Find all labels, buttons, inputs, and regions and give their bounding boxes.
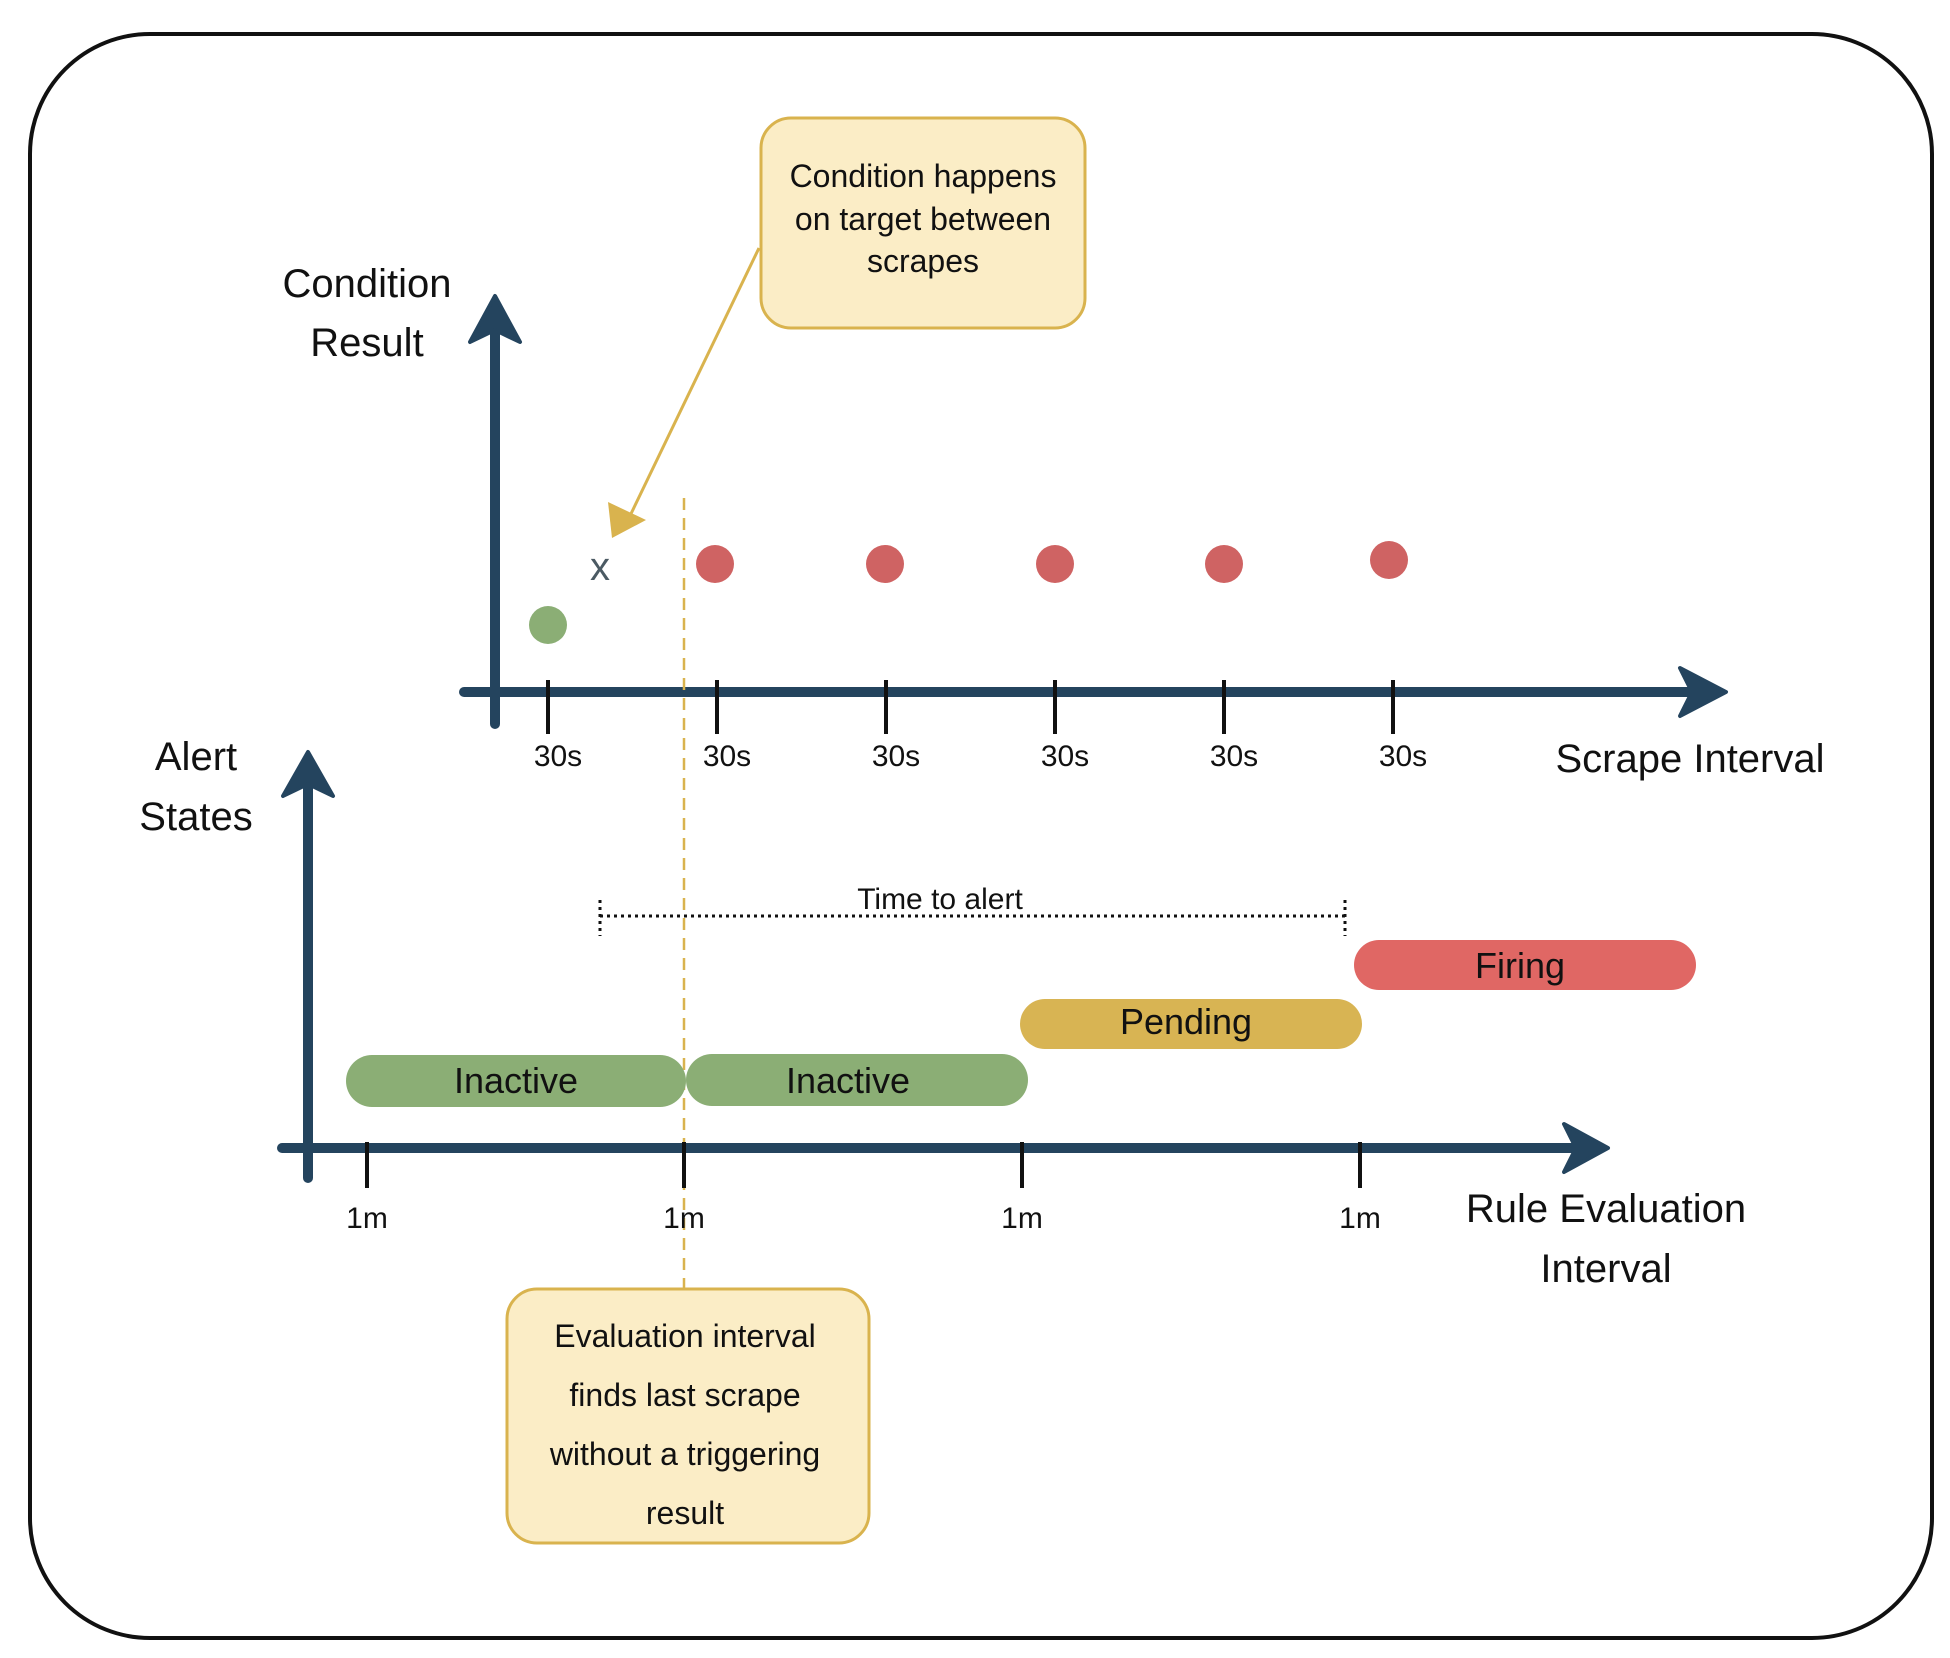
bottom-callout-line-3: without a triggering	[549, 1436, 820, 1472]
bottom-y-axis-arrowhead	[281, 750, 335, 798]
top-y-axis-title-line-1: Condition	[282, 262, 451, 306]
condition-event-marker: x	[590, 545, 610, 589]
top-callout-line-1: Condition happens	[790, 158, 1057, 194]
bottom-tick-label-4: 1m	[1339, 1202, 1381, 1235]
top-tick-label-3: 30s	[872, 740, 920, 773]
bottom-tick-label-1: 1m	[346, 1202, 388, 1235]
state-label-inactive-1: Inactive	[454, 1060, 578, 1101]
time-to-alert-label: Time to alert	[857, 883, 1023, 916]
data-point-failing-5	[1370, 541, 1408, 579]
top-tick-label-4: 30s	[1041, 740, 1089, 773]
outer-frame	[28, 32, 1934, 1640]
bottom-tick-label-2: 1m	[663, 1202, 705, 1235]
callout-pointer-arrow	[626, 247, 761, 521]
top-tick-label-2: 30s	[703, 740, 751, 773]
state-bar-inactive-1	[346, 1055, 686, 1107]
bottom-x-axis-title-line-2: Interval	[1540, 1247, 1671, 1291]
state-bar-pending	[1020, 999, 1362, 1049]
top-y-axis-arrowhead	[468, 294, 522, 344]
top-callout-line-3: scrapes	[867, 243, 979, 279]
state-label-pending: Pending	[1120, 1001, 1252, 1042]
bottom-callout-line-2: finds last scrape	[569, 1377, 800, 1413]
bottom-callout-line-1: Evaluation interval	[554, 1318, 815, 1354]
top-callout: Condition happens on target between scra…	[759, 116, 1087, 330]
top-y-axis-title-line-2: Result	[310, 321, 423, 365]
bottom-callout-box	[505, 1287, 871, 1545]
bottom-x-axis-arrowhead	[1562, 1122, 1610, 1174]
top-tick-label-5: 30s	[1210, 740, 1258, 773]
top-tick-label-1: 30s	[534, 740, 582, 773]
bottom-tick-label-3: 1m	[1001, 1202, 1043, 1235]
state-label-firing: Firing	[1475, 945, 1565, 986]
top-x-axis-title: Scrape Interval	[1555, 737, 1824, 781]
top-data-points	[529, 541, 1408, 644]
top-x-axis-arrowhead	[1678, 666, 1728, 718]
data-point-failing-3	[1036, 545, 1074, 583]
data-point-ok	[529, 606, 567, 644]
bottom-callout-line-4: result	[646, 1495, 724, 1531]
bottom-x-ticks: 1m 1m 1m 1m	[346, 1142, 1381, 1235]
top-tick-label-6: 30s	[1379, 740, 1427, 773]
top-x-ticks: 30s 30s 30s 30s 30s 30s	[534, 680, 1427, 773]
state-bar-firing	[1354, 940, 1696, 990]
top-callout-box	[759, 116, 1087, 330]
bottom-callout: Evaluation interval finds last scrape wi…	[505, 1287, 871, 1545]
data-point-failing-2	[866, 545, 904, 583]
bottom-chart: Alert States Rule Evaluation Interval 1m…	[139, 735, 1746, 1291]
top-chart: Condition Result Scrape Interval 30s 30s 3…	[282, 262, 1824, 781]
state-label-inactive-2: Inactive	[786, 1060, 910, 1101]
state-bar-inactive-2	[686, 1054, 1028, 1106]
top-callout-line-2: on target between	[795, 201, 1051, 237]
bottom-x-axis-title-line-1: Rule Evaluation	[1466, 1187, 1746, 1231]
data-point-failing-1	[696, 545, 734, 583]
bottom-y-axis-title-line-1: Alert	[155, 735, 237, 779]
callout-pointer-arrowhead	[608, 502, 646, 538]
bottom-y-axis-title-line-2: States	[139, 795, 252, 839]
data-point-failing-4	[1205, 545, 1243, 583]
